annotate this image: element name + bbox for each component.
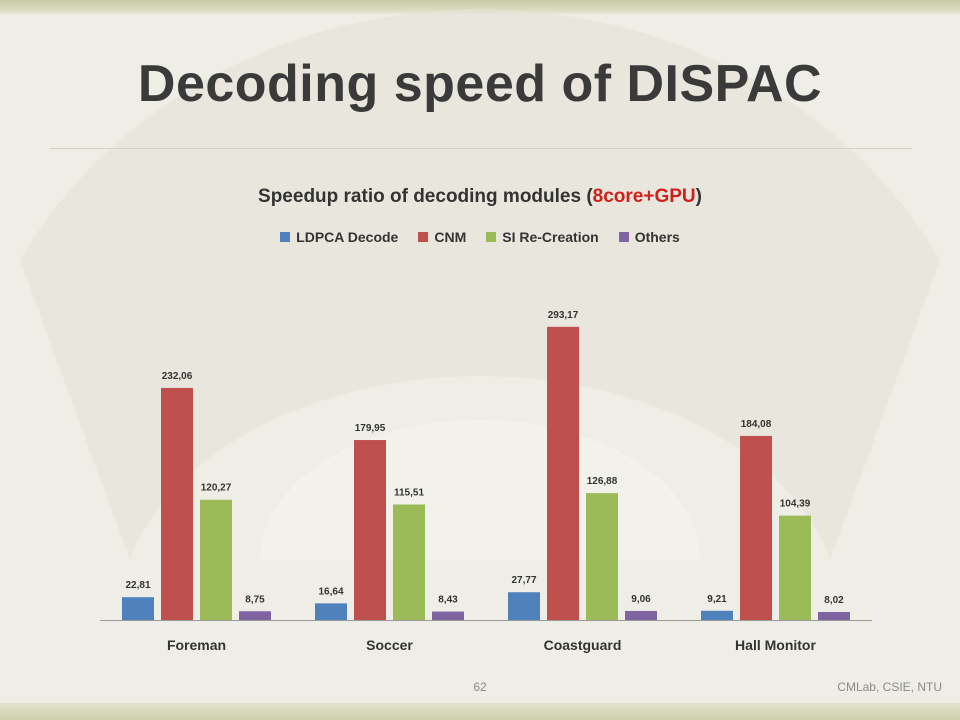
legend-label-cnm: CNM [434,229,467,245]
legend-item-si-recreation: SI Re-Creation [486,229,599,245]
category-label: Coastguard [544,637,622,653]
bar-soccer-others [432,611,464,620]
title-divider [50,148,912,149]
data-label: 104,39 [780,499,811,510]
bar-soccer-cnm [354,440,386,620]
bar-soccer-si-re-creation [393,504,425,620]
bar-coastguard-si-re-creation [586,493,618,620]
slide-title: Decoding speed of DISPAC [137,55,823,113]
data-label: 179,95 [355,423,386,434]
data-label: 8,75 [245,594,265,605]
category-label: Soccer [366,637,413,653]
bar-foreman-si-re-creation [200,499,232,620]
data-label: 184,08 [741,419,772,430]
bar-foreman-ldpca-decode [122,597,154,620]
data-label: 16,64 [318,586,343,597]
data-label: 115,51 [394,487,424,498]
data-label: 22,81 [125,580,150,591]
data-label: 293,17 [548,310,579,321]
data-label: 126,88 [587,476,618,487]
data-label: 120,27 [201,483,232,494]
legend-swatch-others [618,232,629,242]
chart-title-suffix: ) [695,186,702,207]
bottom-decorative-band [0,703,960,720]
data-label: 232,06 [162,371,193,382]
data-label: 8,43 [438,595,458,606]
chart-title: Speedup ratio of decoding modules (8core… [0,186,960,208]
bar-hall-monitor-others [818,611,850,620]
bar-foreman-others [239,611,271,620]
data-label: 27,77 [511,575,536,586]
data-label: 9,21 [707,594,727,605]
legend-swatch-si-recreation [486,232,497,242]
data-label: 9,06 [631,594,651,605]
data-label: 8,02 [824,595,844,606]
bar-coastguard-others [625,610,657,620]
bar-coastguard-ldpca-decode [508,592,540,620]
legend-swatch-cnm [418,232,429,242]
bar-coastguard-cnm [547,326,579,620]
legend-label-si-recreation: SI Re-Creation [502,229,599,245]
bar-soccer-ldpca-decode [315,603,347,620]
category-label: Foreman [167,637,226,653]
category-label: Hall Monitor [735,637,816,653]
page-number: 62 [473,680,487,694]
legend-label-others: Others [634,229,680,245]
legend-item-ldpca: LDPCA Decode [280,229,398,245]
chart-legend: LDPCA Decode CNM SI Re-Creation Others [0,229,960,245]
legend-item-others: Others [618,229,680,245]
legend-label-ldpca: LDPCA Decode [296,229,399,245]
footer-credit: CMLab, CSIE, NTU [837,680,942,694]
bar-hall-monitor-ldpca-decode [701,610,733,620]
top-decorative-band [0,0,960,14]
bar-foreman-cnm [161,387,193,620]
bar-hall-monitor-cnm [740,435,772,620]
legend-item-cnm: CNM [418,229,466,245]
chart-title-prefix: Speedup ratio of decoding modules ( [258,186,593,207]
bar-hall-monitor-si-re-creation [779,515,811,620]
legend-swatch-ldpca [280,232,291,242]
chart-title-highlight: 8core+GPU [592,186,696,207]
